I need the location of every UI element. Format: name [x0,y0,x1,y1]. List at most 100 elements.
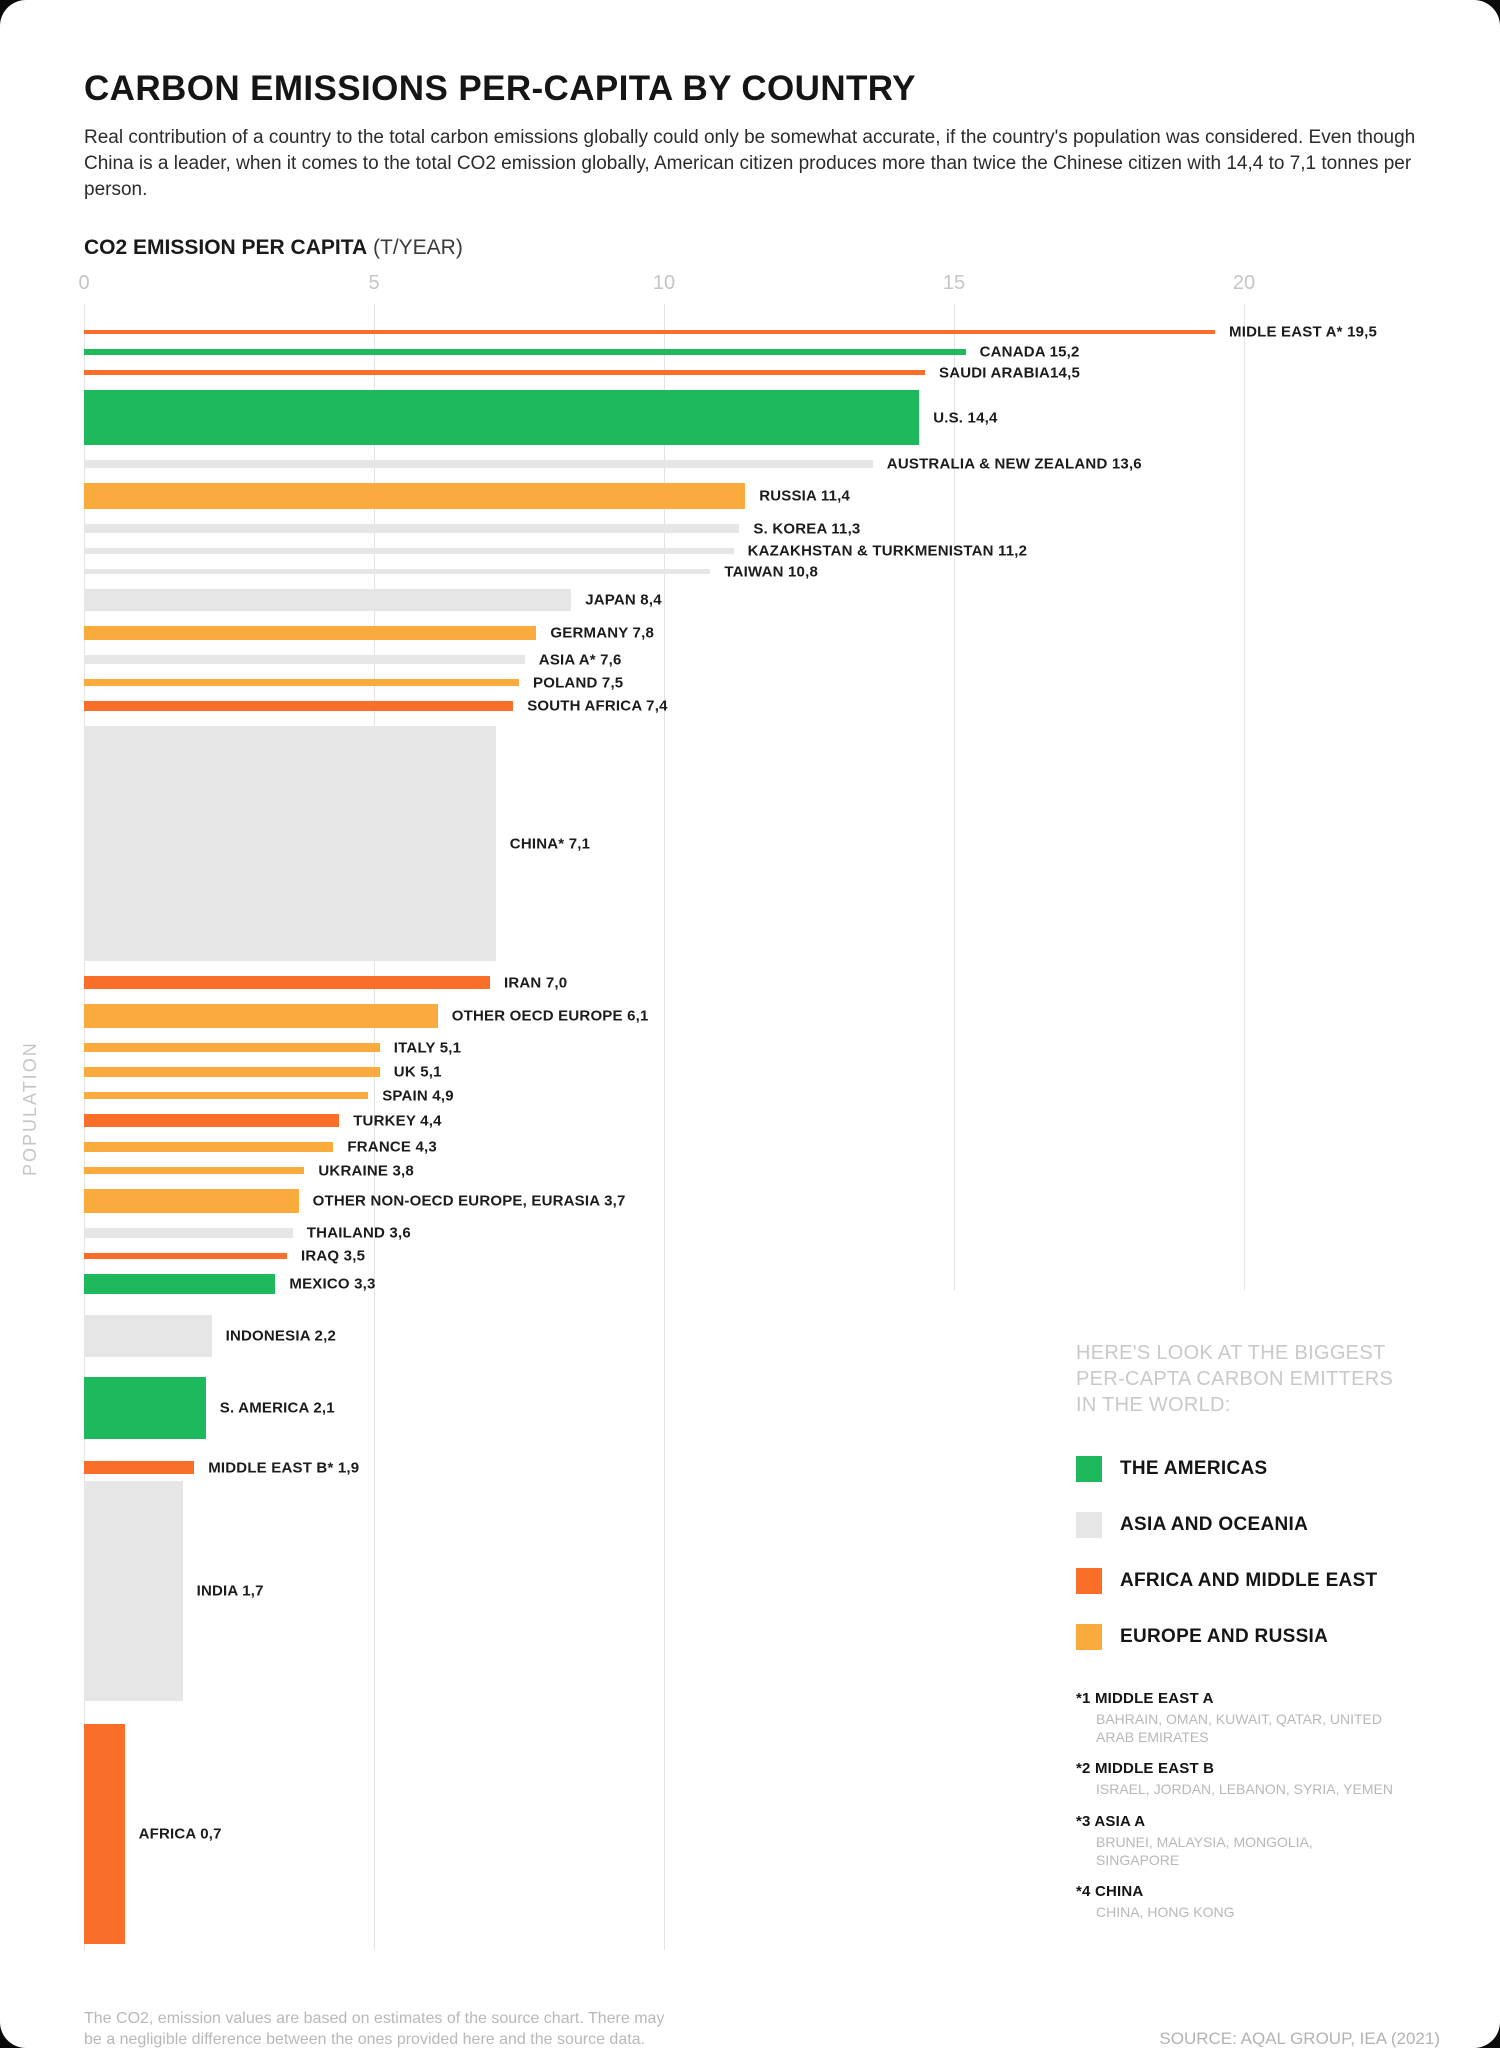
y-axis-label-population: POPULATION [20,1041,40,1176]
bar-u-s-14-4: U.S. 14,4 [84,390,997,445]
x-tick-label-20: 20 [1232,272,1256,294]
bar-label-indonesia-2-2: INDONESIA 2,2 [225,1327,336,1345]
legend-label: EUROPE AND RUSSIA [1120,1626,1329,1647]
legend-item-asia-oceania: ASIA AND OCEANIA [1076,1512,1466,1538]
bar-australia-new-zealand-13-6: AUSTRALIA & NEW ZEALAND 13,6 [84,456,1142,473]
bar-label-iran-7-0: IRAN 7,0 [504,974,568,991]
footnote-asia-a: *3 ASIA A BRUNEI, MALAYSIA, MONGOLIA, SI… [1076,1813,1466,1869]
bar-s-korea-11-3: S. KOREA 11,3 [84,520,860,537]
legend-heading: HERE'S LOOK AT THE BIGGEST PER-CAPTA CAR… [1076,1342,1394,1416]
footnote-detail: ISRAEL, JORDAN, LEBANON, SYRIA, YEMEN [1096,1781,1393,1798]
bar-label-midle-east-a-19-5: MIDLE EAST A* 19,5 [1229,323,1378,341]
legend-label: THE AMERICAS [1120,1458,1268,1479]
bar-label-germany-7-8: GERMANY 7,8 [550,624,655,642]
americas-swatch-icon [1076,1456,1102,1482]
gridline-15 [954,304,955,1290]
bar-mexico-3-3: MEXICO 3,3 [84,1274,375,1294]
bar-label-italy-5-1: ITALY 5,1 [393,1039,462,1056]
bar-saudi-arabia14-5: SAUDI ARABIA14,5 [84,364,1080,381]
bar-taiwan-10-8: TAIWAN 10,8 [84,563,818,580]
gridline-10 [664,304,665,1950]
page-title: CARBON EMISSIONS PER-CAPITA BY COUNTRY [84,69,916,109]
footnote-title: *1 MIDDLE EAST A [1076,1690,1214,1707]
footnote-detail: CHINA, HONG KONG [1096,1903,1235,1920]
bar-label-africa-0-7: AFRICA 0,7 [138,1825,222,1843]
bar-label-australia-new-zealand-13-6: AUSTRALIA & NEW ZEALAND 13,6 [886,455,1142,473]
bar-label-iraq-3-5: IRAQ 3,5 [301,1247,366,1265]
legend-item-africa-middle-east: AFRICA AND MIDDLE EAST [1076,1568,1466,1594]
gridline-0 [84,304,85,1950]
footnote-title: *2 MIDDLE EAST B [1076,1760,1215,1778]
bar-label-u-s-14-4: U.S. 14,4 [933,409,998,426]
bar-label-spain-4-9: SPAIN 4,9 [382,1087,454,1104]
footnote-middle-east-b: *2 MIDDLE EAST B ISRAEL, JORDAN, LEBANON… [1076,1760,1466,1798]
bar-poland-7-5: POLAND 7,5 [84,674,623,691]
bar-italy-5-1: ITALY 5,1 [84,1039,461,1056]
bars-layer: MIDLE EAST A* 19,5 CANADA 15,2 SAUDI ARABI… [84,324,1377,1944]
bar-label-india-1-7: INDIA 1,7 [196,1582,264,1600]
methodology-note: The CO2, emission values are based on es… [84,2010,665,2048]
bar-label-poland-7-5: POLAND 7,5 [533,674,624,691]
bar-s-america-2-1: S. AMERICA 2,1 [84,1377,335,1439]
legend-label: AFRICA AND MIDDLE EAST [1120,1570,1378,1591]
bar-south-africa-7-4: SOUTH AFRICA 7,4 [84,698,667,715]
bar-label-other-oecd-europe-6-1: OTHER OECD EUROPE 6,1 [451,1007,649,1025]
bar-spain-4-9: SPAIN 4,9 [84,1087,454,1104]
legend-items: THE AMERICAS ASIA AND OCEANIA AFRICA AND… [1076,1456,1466,1650]
x-tick-label-10: 10 [652,272,676,294]
x-tick-label-5: 5 [368,272,380,294]
bar-russia-11-4: RUSSIA 11,4 [84,483,850,509]
bar-japan-8-4: JAPAN 8,4 [84,589,662,611]
bar-india-1-7: INDIA 1,7 [84,1481,264,1701]
bar-france-4-3: FRANCE 4,3 [84,1139,437,1156]
bar-label-asia-a-7-6: ASIA A* 7,6 [538,651,622,668]
bar-label-kazakhstan-turkmenistan-11-2: KAZAKHSTAN & TURKMENISTAN 11,2 [747,542,1028,560]
bar-label-canada-15-2: CANADA 15,2 [979,343,1080,361]
bar-other-oecd-europe-6-1: OTHER OECD EUROPE 6,1 [84,1004,648,1028]
bar-thailand-3-6: THAILAND 3,6 [84,1225,411,1242]
legend-label: ASIA AND OCEANIA [1120,1514,1309,1535]
bar-label-saudi-arabia14-5: SAUDI ARABIA14,5 [939,364,1081,381]
bar-label-s-korea-11-3: S. KOREA 11,3 [753,520,861,537]
bar-label-other-non-oecd-europe-eurasia-3-7: OTHER NON-OECD EUROPE, EURASIA 3,7 [312,1192,626,1210]
bar-germany-7-8: GERMANY 7,8 [84,625,654,642]
bar-label-japan-8-4: JAPAN 8,4 [585,591,662,609]
footnote-title: *3 ASIA A [1076,1812,1146,1830]
bar-label-uk-5-1: UK 5,1 [393,1063,442,1081]
legend-item-europe-russia: EUROPE AND RUSSIA [1076,1624,1466,1650]
footnote-middle-east-a: *1 MIDDLE EAST A BAHRAIN, OMAN, KUWAIT, … [1076,1690,1466,1746]
bar-label-south-africa-7-4: SOUTH AFRICA 7,4 [527,697,668,715]
bar-label-middle-east-b-1-9: MIDDLE EAST B* 1,9 [208,1459,360,1476]
bar-label-turkey-4-4: TURKEY 4,4 [353,1112,442,1129]
bar-label-france-4-3: FRANCE 4,3 [347,1138,437,1156]
bar-kazakhstan-turkmenistan-11-2: KAZAKHSTAN & TURKMENISTAN 11,2 [84,543,1027,560]
bar-canada-15-2: CANADA 15,2 [84,344,1079,361]
bar-asia-a-7-6: ASIA A* 7,6 [84,651,621,668]
bar-indonesia-2-2: INDONESIA 2,2 [84,1315,336,1357]
bar-iraq-3-5: IRAQ 3,5 [84,1248,365,1265]
bar-label-thailand-3-6: THAILAND 3,6 [306,1224,411,1242]
bar-turkey-4-4: TURKEY 4,4 [84,1112,441,1129]
legend-item-americas: THE AMERICAS [1076,1456,1466,1482]
bar-label-ukraine-3-8: UKRAINE 3,8 [318,1162,414,1179]
bar-label-s-america-2-1: S. AMERICA 2,1 [219,1399,335,1417]
footnotes: *1 MIDDLE EAST A BAHRAIN, OMAN, KUWAIT, … [1076,1690,1466,1921]
europe-russia-swatch-icon [1076,1624,1102,1650]
asia-oceania-swatch-icon [1076,1512,1102,1538]
bar-label-russia-11-4: RUSSIA 11,4 [759,487,851,505]
intro-paragraph: Real contribution of a country to the to… [84,127,1416,201]
footnote-title: *4 CHINA [1076,1882,1144,1900]
bar-label-mexico-3-3: MEXICO 3,3 [289,1275,376,1293]
source-credit: SOURCE: AQAL GROUP, IEA (2021) [1159,2029,1440,2048]
footnote-china: *4 CHINA CHINA, HONG KONG [1076,1883,1466,1921]
chart-heading: CO2 EMISSION PER CAPITA (T/YEAR) [84,236,463,260]
footnote-detail: BRUNEI, MALAYSIA, MONGOLIA, SINGAPORE [1096,1833,1313,1868]
bar-iran-7-0: IRAN 7,0 [84,974,567,991]
gridline-5 [374,304,375,1950]
bar-africa-0-7: AFRICA 0,7 [84,1724,222,1944]
chart-title-unit: (T/YEAR) [373,236,463,259]
bar-label-china-7-1: CHINA* 7,1 [509,835,591,852]
bar-china-7-1: CHINA* 7,1 [84,726,590,961]
chart-title: CO2 EMISSION PER CAPITA [84,236,368,259]
africa-middle-east-swatch-icon [1076,1568,1102,1594]
